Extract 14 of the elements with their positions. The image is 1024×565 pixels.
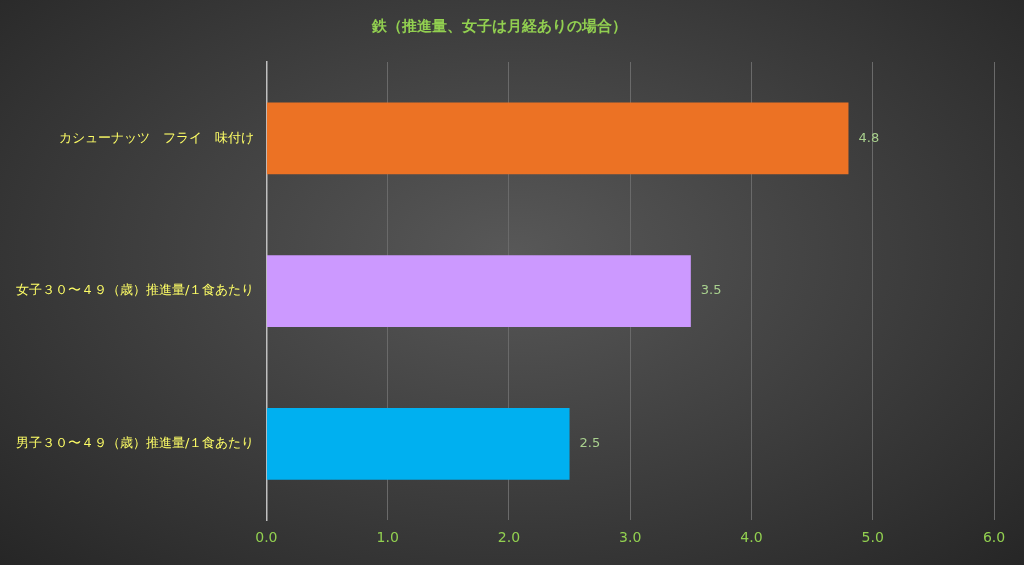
x-tick-label: 4.0 [740, 529, 763, 546]
chart-title: 鉄（推進量、女子は月経ありの場合） [370, 16, 627, 35]
x-tick-label: 2.0 [497, 529, 521, 546]
x-tick-label: 5.0 [861, 529, 884, 546]
x-tick-label: 6.0 [982, 529, 1006, 546]
x-tick-label: 1.0 [376, 529, 399, 546]
data-label: 2.5 [579, 435, 601, 451]
y-tick-label: 男子３０〜４９（歳）推進量/１食あたり [15, 435, 255, 451]
data-label: 3.5 [700, 282, 722, 298]
y-tick-label: 女子３０〜４９（歳）推進量/１食あたり [15, 282, 255, 298]
x-tick-label: 3.0 [619, 529, 642, 546]
y-tick-label: カシューナッツ フライ 味付け [59, 129, 255, 145]
x-tick-label: 0.0 [255, 529, 278, 546]
data-label: 4.8 [858, 129, 880, 145]
